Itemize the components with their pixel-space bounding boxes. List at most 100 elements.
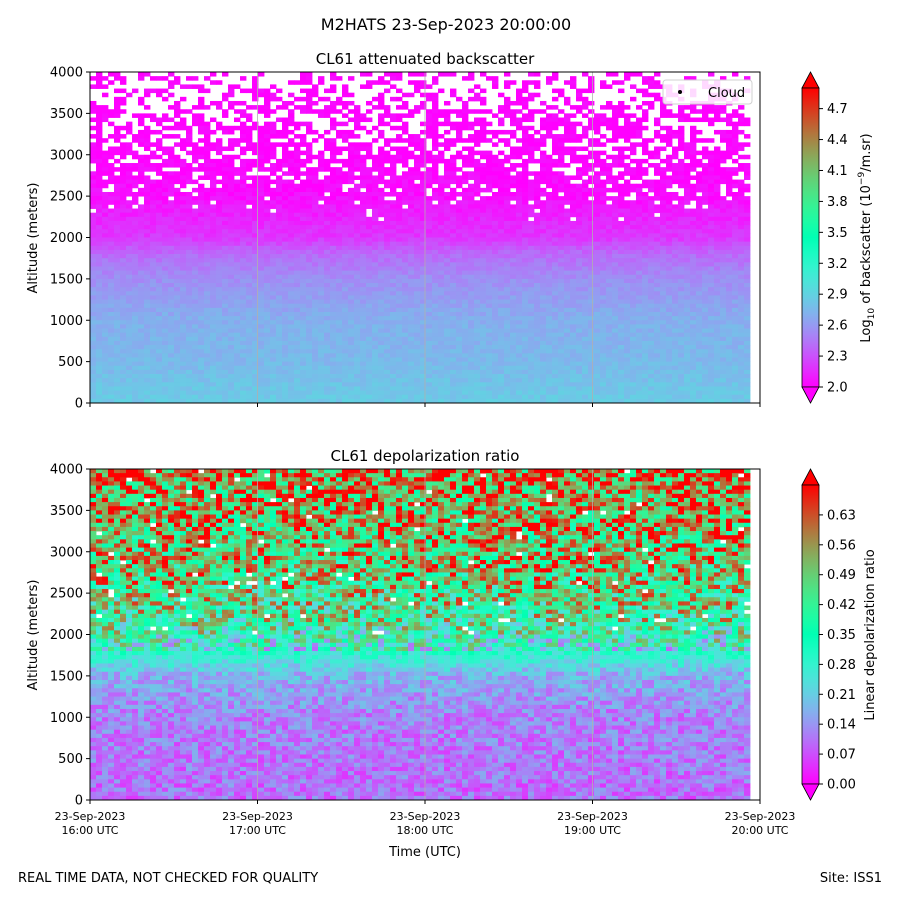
heatmap-cell <box>480 300 486 305</box>
heatmap-cell <box>534 217 540 222</box>
heatmap-cell <box>264 242 270 247</box>
heatmap-cell <box>282 300 288 305</box>
heatmap-cell <box>204 171 210 176</box>
heatmap-cell <box>612 146 618 151</box>
heatmap-cell <box>660 279 666 284</box>
heatmap-cell <box>396 217 402 222</box>
heatmap-cell <box>354 142 360 147</box>
heatmap-cell <box>282 246 288 251</box>
heatmap-cell <box>156 142 162 147</box>
heatmap-cell <box>306 225 312 230</box>
heatmap-cell <box>540 271 546 276</box>
heatmap-cell <box>666 238 672 243</box>
heatmap-cell <box>354 291 360 296</box>
heatmap-cell <box>720 295 726 300</box>
heatmap-cell <box>270 233 276 238</box>
heatmap-cell <box>336 238 342 243</box>
heatmap-cell <box>600 204 606 209</box>
heatmap-cell <box>684 304 690 309</box>
heatmap-cell <box>414 204 420 209</box>
heatmap-cell <box>564 151 570 156</box>
heatmap-cell <box>444 279 450 284</box>
heatmap-cell <box>684 266 690 271</box>
heatmap-cell <box>522 229 528 234</box>
heatmap-cell <box>606 258 612 263</box>
heatmap-cell <box>714 262 720 267</box>
heatmap-cell <box>138 76 144 81</box>
heatmap-cell <box>612 213 618 218</box>
heatmap-cell <box>522 184 528 189</box>
heatmap-cell <box>624 72 630 77</box>
heatmap-cell <box>324 109 330 114</box>
heatmap-cell <box>624 262 630 267</box>
heatmap-cell <box>384 287 390 292</box>
heatmap-cell <box>420 142 426 147</box>
heatmap-cell <box>486 217 492 222</box>
heatmap-cell <box>222 209 228 214</box>
heatmap-cell <box>654 80 660 85</box>
heatmap-cell <box>258 134 264 139</box>
heatmap-cell <box>192 209 198 214</box>
heatmap-cell <box>366 233 372 238</box>
heatmap-cell <box>204 229 210 234</box>
heatmap-cell <box>372 163 378 168</box>
heatmap-cell <box>522 295 528 300</box>
heatmap-cell <box>630 271 636 276</box>
heatmap-cell <box>480 122 486 127</box>
heatmap-cell <box>180 213 186 218</box>
heatmap-cell <box>486 151 492 156</box>
heatmap-cell <box>288 279 294 284</box>
heatmap-cell <box>90 291 96 296</box>
heatmap-cell <box>342 225 348 230</box>
heatmap-cell <box>180 279 186 284</box>
heatmap-cell <box>624 213 630 218</box>
heatmap-cell <box>138 159 144 164</box>
heatmap-cell <box>732 279 738 284</box>
heatmap-cell <box>258 279 264 284</box>
heatmap-cell <box>594 295 600 300</box>
heatmap-cell <box>198 196 204 201</box>
heatmap-cell <box>390 200 396 205</box>
heatmap-cell <box>432 242 438 247</box>
heatmap-cell <box>726 209 732 214</box>
heatmap-cell <box>180 304 186 309</box>
heatmap-cell <box>486 304 492 309</box>
heatmap-cell <box>552 238 558 243</box>
heatmap-cell <box>330 180 336 185</box>
heatmap-cell <box>258 213 264 218</box>
heatmap-cell <box>180 109 186 114</box>
heatmap-cell <box>738 242 744 247</box>
heatmap-cell <box>168 300 174 305</box>
heatmap-cell <box>354 159 360 164</box>
heatmap-cell <box>210 188 216 193</box>
heatmap-cell <box>270 180 276 185</box>
figure: M2HATS 23-Sep-2023 20:00:00 CL61 attenua… <box>0 0 900 900</box>
heatmap-cell <box>306 196 312 201</box>
heatmap-cell <box>426 275 432 280</box>
heatmap-cell <box>618 196 624 201</box>
heatmap-cell <box>372 196 378 201</box>
heatmap-cell <box>408 72 414 77</box>
heatmap-cell <box>288 250 294 255</box>
heatmap-cell <box>186 283 192 288</box>
heatmap-cell <box>240 275 246 280</box>
heatmap-cell <box>240 126 246 131</box>
heatmap-cell <box>588 209 594 214</box>
heatmap-cell <box>462 118 468 123</box>
heatmap-cell <box>498 159 504 164</box>
heatmap-cell <box>150 233 156 238</box>
heatmap-cell <box>348 279 354 284</box>
heatmap-cell <box>372 238 378 243</box>
heatmap-cell <box>360 175 366 180</box>
heatmap-cell <box>282 250 288 255</box>
heatmap-cell <box>258 283 264 288</box>
heatmap-cell <box>540 175 546 180</box>
heatmap-cell <box>132 304 138 309</box>
heatmap-cell <box>594 287 600 292</box>
heatmap-cell <box>534 171 540 176</box>
heatmap-cell <box>738 196 744 201</box>
heatmap-cell <box>432 142 438 147</box>
heatmap-cell <box>234 304 240 309</box>
heatmap-cell <box>384 138 390 143</box>
heatmap-cell <box>666 221 672 226</box>
